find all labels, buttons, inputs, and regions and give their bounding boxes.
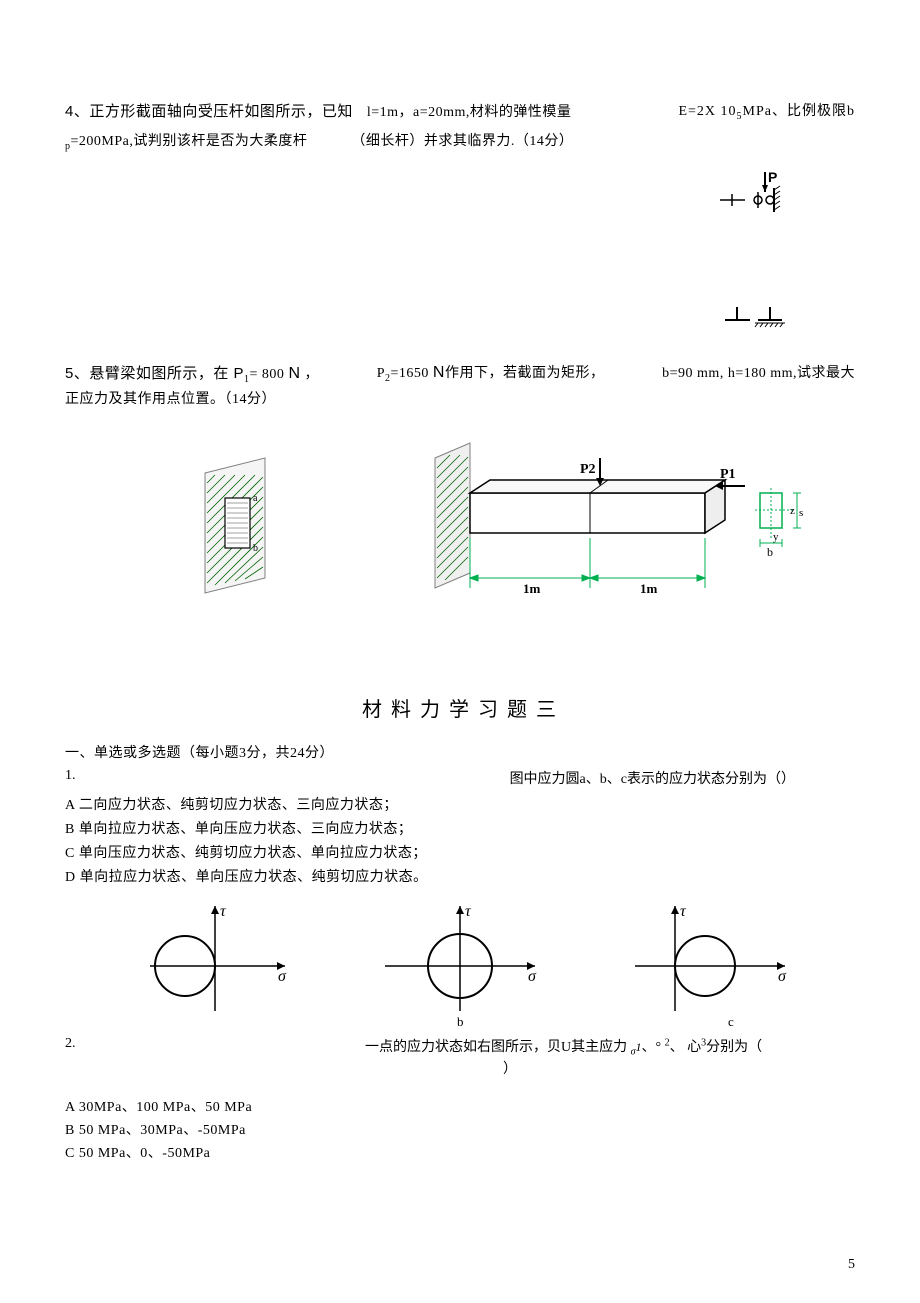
q4-figure-bottom [720,295,790,340]
svg-text:b: b [457,1014,464,1029]
svg-text:σ: σ [778,968,787,985]
svg-text:y: y [773,531,779,543]
svg-text:σ: σ [528,968,537,985]
svg-text:1m: 1m [640,581,658,596]
q4-line1: 4、正方形截面轴向受压杆如图所示，已知 l=1m，a=20mm,材料的弹性模量 … [65,100,855,122]
svg-text:τ: τ [220,903,227,920]
svg-text:b: b [253,543,258,554]
svg-text:1m: 1m [523,581,541,596]
q1-optD: D 单向拉应力状态、单向压应力状态、纯剪切应力状态。 [65,866,855,886]
q5-line1: 5、悬臂梁如图所示，在 P1= 800 N ， P2=1650 N作用下，若截面… [65,362,855,385]
q1-line: 1. 图中应力圆a、b、c表示的应力状态分别为（） [65,768,855,788]
q2-paren: ） [165,1058,855,1078]
svg-text:s: s [799,507,803,519]
svg-text:τ: τ [465,903,472,920]
svg-text:a: a [253,493,258,504]
q2-optC: C 50 MPa、0、-50MPa [65,1142,855,1162]
q5-figures: a b P2 [65,438,855,618]
q5-block: 5、悬臂梁如图所示，在 P1= 800 N ， P2=1650 N作用下，若截面… [65,362,855,619]
circle-c: τ σ c [620,901,800,1031]
q5-l1c: b=90 mm, h=180 mm,试求最大 [662,362,855,385]
page-number: 5 [848,1257,855,1273]
exercise-title: 材 料 力 学 习 题 三 [65,693,855,722]
q2-text: 一点的应力状态如右图所示，贝U其主应力 σ1、° 2、 心3分别为（ [365,1036,855,1057]
q4-figure-top: P [720,170,790,230]
svg-text:P1: P1 [720,467,736,482]
svg-text:τ: τ [680,903,687,920]
q4-line2: p=200MPa,试判别该杆是否为大柔度杆 （细长杆）并求其临界力.（14分） [65,130,855,152]
q4-l1-right: E=2X 105MPa、比例极限b [678,100,855,122]
q5-l1b: P2=1650 N作用下，若截面为矩形， [377,362,605,385]
q4-l1-left: 4、正方形截面轴向受压杆如图所示，已知 l=1m，a=20mm,材料的弹性模量 [65,100,571,122]
q5-fig-section: a b [185,453,315,603]
q1-optC: C 单向压应力状态、纯剪切应力状态、单向拉应力状态； [65,842,855,862]
q5-l1a: 5、悬臂梁如图所示，在 P1= 800 N ， [65,362,319,385]
circle-b: τ σ b [370,901,550,1031]
section-head: 一、单选或多选题（每小题3分，共24分） [65,742,855,762]
svg-text:c: c [728,1014,734,1029]
q5-line2: 正应力及其作用点位置。（14分） [65,388,855,408]
svg-text:b: b [767,545,773,559]
q2-optA: A 30MPa、100 MPa、50 MPa [65,1096,855,1116]
circle-a: τ σ [120,901,300,1021]
q2-options: A 30MPa、100 MPa、50 MPa B 50 MPa、30MPa、-5… [65,1096,855,1162]
q2-line: 2. 一点的应力状态如右图所示，贝U其主应力 σ1、° 2、 心3分别为（ [65,1036,855,1057]
q4-block: 4、正方形截面轴向受压杆如图所示，已知 l=1m，a=20mm,材料的弹性模量 … [65,100,855,152]
label-p: P [768,170,777,185]
svg-text:P2: P2 [580,462,596,477]
q1-optA: A 二向应力状态、纯剪切应力状态、三向应力状态； [65,794,855,814]
mohr-circles: τ σ τ σ b τ σ c [85,901,835,1031]
svg-text:σ: σ [278,968,287,985]
q2-optB: B 50 MPa、30MPa、-50MPa [65,1119,855,1139]
svg-text:z: z [790,505,795,517]
q5-fig-beam: P2 P1 z y s b [415,438,815,618]
q1-optB: B 单向拉应力状态、单向压应力状态、三向应力状态； [65,818,855,838]
